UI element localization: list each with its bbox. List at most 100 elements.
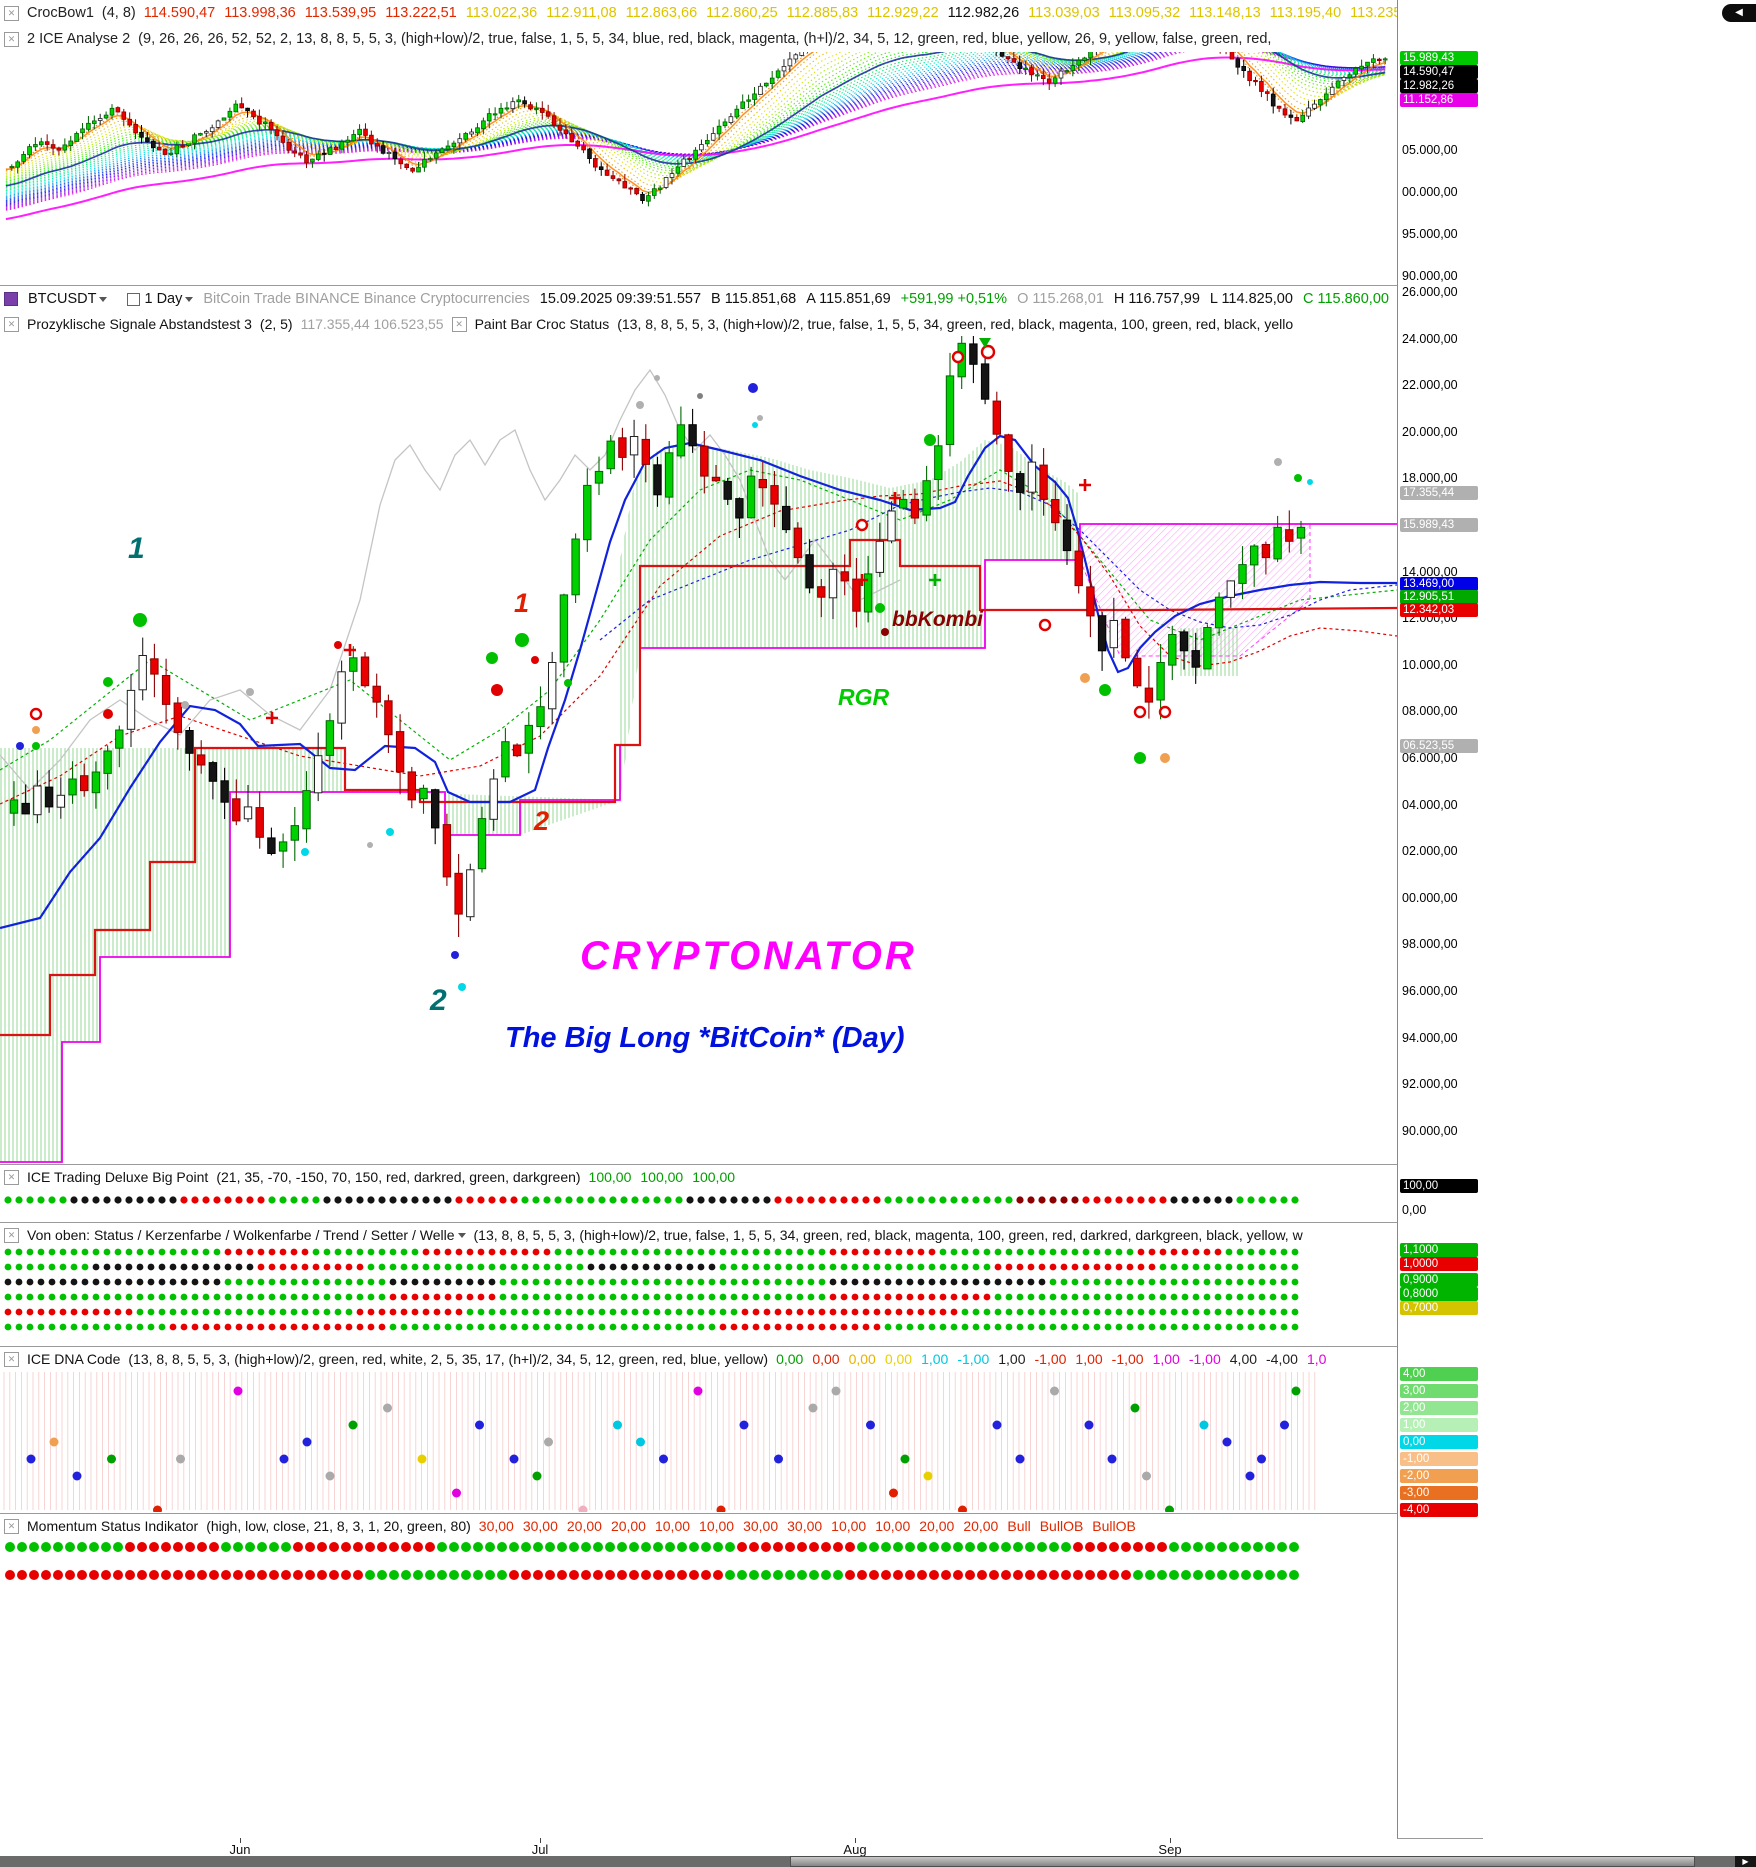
remove-indicator-icon[interactable] [4,1227,19,1243]
indicator-value: 20,00 [919,1518,955,1534]
indicator-value: 20,00 [566,1518,602,1534]
overview-chart[interactable] [0,52,1397,285]
remove-indicator-icon[interactable] [4,1169,19,1185]
indicator-value: 4,00 [1229,1351,1258,1367]
indicator-value: -1,00 [1188,1351,1221,1367]
remove-indicator-icon[interactable] [4,1351,19,1367]
indicator-value: 113.039,03 [1028,5,1100,21]
price-tag: 100,00 [1400,1179,1478,1193]
axis-label: 22.000,00 [1402,378,1458,392]
remove-indicator-icon[interactable] [4,31,19,47]
indicator-value: 100,00 [692,1169,736,1185]
chart-annotation: RGR [838,684,890,710]
indicator-value: 100,00 [640,1169,684,1185]
timeframe-select[interactable]: 1 Day [127,291,194,307]
axis-label: 00.000,00 [1402,891,1458,905]
month-label: Aug [843,1842,867,1857]
indicator-value: 112.860,25 [706,5,778,21]
momentum-panel-chart[interactable] [0,1537,1397,1607]
indicator-value: 1,0 [1306,1351,1327,1367]
axis-label: 06.000,00 [1402,751,1458,765]
axis-label: 96.000,00 [1402,984,1458,998]
panel-divider [0,285,1483,286]
symbol-select[interactable]: BTCUSDT [28,291,108,307]
indicator-value: 0,00 [848,1351,876,1367]
main-price-chart[interactable]: 1 1 2 2 bbKombi RGR CRYPTONATOR The Big Long *B… [0,336,1397,1164]
indicator-values: 0,00 0,00 0,00 0,00 1,00 -1,00 1,00 -1,00 1,00 -1… [776,1351,1335,1367]
status-panel-header: Von oben: Status / Kerzenfarbe / Wolkenf… [0,1224,1416,1246]
indicator-value: 112.863,66 [625,5,698,21]
candles [9,336,1306,937]
dna-panel-chart[interactable] [0,1370,1397,1512]
axis-label: 18.000,00 [1402,471,1458,485]
price-tag: 06.523,55 [1400,739,1478,753]
indicator-params: (13, 8, 8, 5, 5, 3, (high+low)/2, true, … [473,1227,1303,1243]
indicator-value: 10,00 [654,1518,691,1534]
dotted-green-line [0,469,1397,771]
indicator-params: (4, 8) [101,5,136,21]
indicator-value: -1,00 [1111,1351,1144,1367]
remove-indicator-icon[interactable] [4,1518,19,1534]
indicator-value: BullOB [1039,1518,1084,1534]
indicator-value: 20,00 [963,1518,999,1534]
price-tag: 12.982,26 [1400,79,1478,93]
indicator-value: 113.222,51 [385,5,457,21]
price-tag: 11.152,86 [1400,93,1478,107]
symbol-label: BTCUSDT [28,291,97,307]
indicator-value: 10,00 [831,1518,867,1534]
dna-dots [26,1386,1301,1512]
dna-panel-header: ICE DNA Code (13, 8, 8, 5, 5, 3, (high+l… [0,1348,1416,1370]
indicator-params: (high, low, close, 21, 8, 3, 1, 20, gree… [206,1518,471,1534]
status-indicator-select[interactable]: Von oben: Status / Kerzenfarbe / Wolkenf… [27,1227,466,1243]
indicator-name: Paint Bar Croc Status [474,316,610,332]
price-tag: -2,00 [1400,1469,1478,1483]
axis-label: 90.000,00 [1402,1124,1458,1138]
bigpoint-panel-chart[interactable] [0,1188,1397,1222]
dot-row [4,1263,1299,1271]
indicator-value: 0,00 [812,1351,840,1367]
chevron-down-icon [185,296,194,302]
price-tag: 12.342,03 [1400,603,1478,617]
indicator-value: Bull [1007,1518,1031,1534]
candles [9,52,1388,207]
chart-annotation: The Big Long *BitCoin* (Day) [505,1022,905,1054]
chevron-down-icon [457,1232,466,1238]
indicator-name: Von oben: Status / Kerzenfarbe / Wolkenf… [27,1227,455,1243]
chart-annotation: 2 [430,984,447,1017]
month-tick [1170,1838,1171,1843]
axis-label: 26.000,00 [1402,285,1458,299]
indicator-values: 117.355,44 106.523,55 [300,316,444,332]
horizontal-scrollbar-thumb[interactable] [790,1856,1695,1867]
timeframe-label: 1 Day [144,291,183,307]
axis-label: 20.000,00 [1402,425,1458,439]
indicator-value: 30,00 [478,1518,514,1534]
scroll-right-button[interactable]: ▶ [1735,1856,1756,1867]
price-tag: 14.590,47 [1400,65,1478,79]
remove-indicator-icon[interactable] [4,5,19,21]
quote-datetime: 15.09.2025 09:39:51.557 [539,291,702,307]
low-value: L 114.825,00 [1209,291,1293,307]
remove-indicator-icon[interactable] [451,316,467,332]
collapse-arrow-icon: ◀ [1735,7,1743,18]
axis-label: 00.000,00 [1402,185,1458,199]
indicator-params: (13, 8, 8, 5, 5, 3, (high+low)/2, true, … [617,316,1294,332]
price-tag: 15.989,43 [1400,518,1478,532]
indicator-value: 1,00 [1075,1351,1103,1367]
crocbow-ribbon [5,52,1386,221]
remove-indicator-icon[interactable] [4,316,19,332]
price-tag: 1,00 [1400,1418,1478,1432]
collapse-sidebar-button[interactable]: ◀ [1722,4,1756,22]
indicator-params: (21, 35, -70, -150, 70, 150, red, darkre… [216,1169,581,1185]
time-axis[interactable]: Jun Jul Aug Sep [0,1838,1397,1857]
signal-dots [16,344,1313,991]
high-value: H 116.757,99 [1113,291,1200,307]
indicator-value: 113.022,36 [465,5,538,21]
horizontal-scrollbar-track[interactable] [0,1856,1735,1867]
status-panel-chart[interactable] [0,1246,1397,1346]
price-axis[interactable]: 05.000,00 00.000,00 95.000,00 90.000,00 26.0… [1397,0,1484,1838]
indicator-row-ice-analyse: 2 ICE Analyse 2 (9, 26, 26, 26, 52, 52, … [0,26,1756,52]
indicator-values: 30,00 30,00 20,00 20,00 10,00 10,00 30,00 30,00… [479,1518,1145,1534]
instrument-description: BitCoin Trade BINANCE Binance Cryptocurr… [203,291,530,307]
timeframe-icon [127,292,141,306]
indicator-values: 114.590,47 113.998,36 113.539,95 113.222,51… [144,5,1475,21]
